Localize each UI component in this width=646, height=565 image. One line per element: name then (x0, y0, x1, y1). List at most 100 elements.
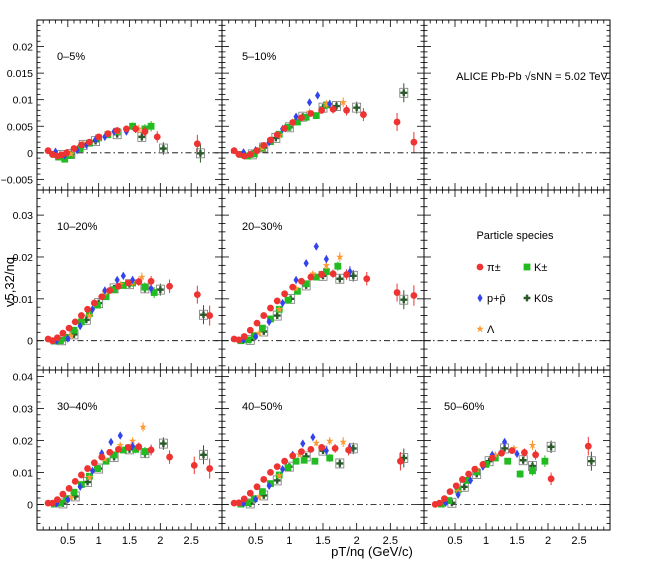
data-point-K (129, 122, 136, 130)
data-point-K0 (302, 453, 310, 460)
data-point-p (52, 147, 59, 156)
data-point-pi (53, 496, 61, 503)
series-L (255, 437, 347, 501)
chart-marks (44, 83, 596, 509)
data-point-pi (123, 125, 130, 133)
data-point-K0 (71, 493, 79, 500)
data-point-pi (298, 277, 305, 285)
panel-centrality-label: 0–5% (57, 51, 85, 63)
data-point-pi (71, 318, 79, 326)
data-point-K0 (547, 443, 555, 451)
data-point-L (295, 450, 304, 459)
panel-centrality-label: 10–20% (57, 221, 98, 233)
data-point-L (275, 305, 284, 313)
data-point-pi (410, 292, 418, 299)
data-point-p (323, 254, 329, 264)
series-L (67, 272, 146, 339)
data-point-p (108, 437, 114, 447)
data-point-L (255, 493, 263, 501)
x-tick-label: 2 (545, 535, 551, 547)
y-tick-label: 0.02 (13, 435, 34, 447)
data-point-pi (84, 465, 91, 472)
data-point-L (325, 437, 334, 445)
data-point-pi (95, 133, 103, 141)
series-pi (230, 269, 418, 344)
systematic-box (196, 148, 205, 159)
data-point-L (322, 99, 331, 108)
data-point-p (65, 334, 71, 343)
data-point-pi (240, 495, 248, 503)
data-point-p (280, 465, 286, 474)
data-point-K0 (273, 477, 281, 484)
data-point-K (516, 470, 524, 478)
data-point-K (294, 118, 301, 126)
panel-centrality-label: 30–40% (57, 401, 98, 413)
data-point-pi (147, 446, 155, 454)
data-point-p (148, 284, 154, 293)
data-point-pi (267, 304, 274, 312)
data-point-pi (253, 319, 261, 327)
data-point-pi (289, 283, 297, 291)
data-point-p (303, 259, 309, 268)
data-point-K0 (138, 133, 146, 141)
x-tick-label: 2.5 (383, 535, 398, 547)
data-point-L (292, 284, 300, 292)
data-point-pi (84, 305, 91, 313)
legend-label-L: Λ (487, 324, 495, 336)
data-point-K (70, 326, 78, 334)
data-point-pi (260, 312, 268, 319)
data-point-K0 (82, 316, 90, 324)
data-point-pi (106, 448, 114, 456)
data-point-L (85, 473, 94, 481)
data-point-pi (260, 141, 268, 149)
data-point-pi (65, 485, 73, 492)
y-tick-label: 0.03 (13, 403, 34, 415)
data-point-K (294, 287, 301, 295)
data-point-K (312, 112, 320, 120)
data-point-pi (78, 312, 85, 319)
data-point-pi (479, 461, 487, 468)
x-tick-label: 1 (286, 535, 292, 547)
data-point-p (114, 275, 120, 285)
data-point-L (128, 437, 137, 445)
data-point-p (293, 112, 299, 121)
x-tick-label: 1.5 (315, 535, 330, 547)
data-point-pi (318, 271, 326, 278)
data-point-K (322, 268, 330, 276)
data-point-K (300, 456, 308, 464)
data-point-K (284, 464, 292, 471)
y-tick-label: 0 (27, 336, 33, 348)
x-tick-label: 1 (483, 535, 489, 547)
data-point-K0 (260, 492, 268, 499)
data-point-K (94, 465, 101, 472)
data-point-pi (584, 442, 592, 450)
data-point-K (76, 145, 84, 152)
data-point-K (334, 262, 342, 270)
data-point-pi (141, 128, 149, 135)
data-point-L (336, 252, 344, 261)
y-tick-label: 0 (27, 148, 33, 160)
data-point-L (528, 441, 537, 449)
x-tick-label: 0.5 (60, 535, 75, 547)
data-point-p (65, 495, 71, 504)
data-point-K (445, 497, 453, 504)
data-point-pi (343, 271, 350, 278)
data-point-pi (329, 270, 337, 278)
series-pi (44, 124, 201, 160)
y-axis-label: v5,32/nq (2, 257, 17, 307)
data-point-pi (240, 333, 248, 340)
legend-label-K0: K0s (534, 293, 553, 305)
data-point-pi (465, 470, 473, 478)
data-point-p (83, 140, 89, 150)
data-point-K (504, 457, 512, 465)
legend-label-K: K± (534, 262, 547, 274)
legend-title: Particle species (476, 230, 554, 242)
y-tick-label: 0.005 (7, 121, 33, 133)
x-tick-label: 1 (96, 535, 102, 547)
systematic-box (546, 441, 556, 452)
data-point-pi (508, 447, 516, 455)
data-point-K (302, 280, 310, 288)
data-point-pi (166, 453, 173, 461)
legend-marker-K (523, 263, 531, 271)
